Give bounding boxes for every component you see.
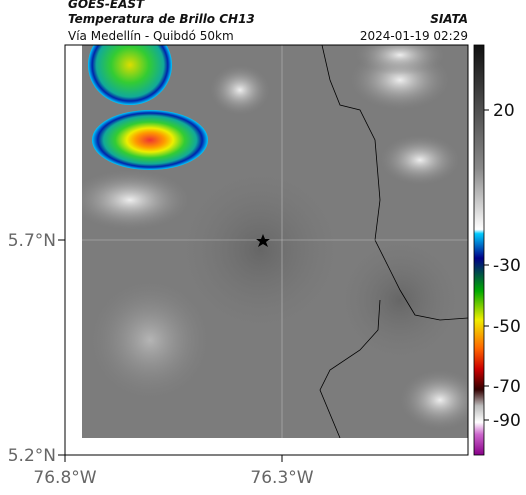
agency-label: SIATA: [430, 12, 468, 26]
map-frame: [64, 44, 469, 456]
colorbar: [473, 44, 485, 456]
product-title: Temperatura de Brillo CH13: [68, 12, 255, 26]
lon-label: 76.3°W: [250, 468, 313, 488]
colorbar-ticks: 20 -30 -50 -70 -90: [484, 101, 521, 431]
datetime-label: 2024-01-19 02:29: [360, 29, 468, 43]
lon-label: 76.8°W: [33, 468, 96, 488]
satellite-image: [82, 45, 468, 438]
lat-label: 5.7°N: [8, 231, 56, 251]
colorbar-tick-label: 20: [493, 101, 515, 121]
colorbar-tick-label: -90: [493, 411, 521, 431]
colorbar-tick-label: -30: [493, 256, 521, 276]
lat-label: 5.2°N: [8, 446, 56, 466]
colorbar-tick-label: -70: [493, 377, 521, 397]
colorbar-tick-label: -50: [493, 317, 521, 337]
route-subtitle: Vía Medellín - Quibdó 50km: [68, 29, 234, 43]
satellite-title: GOES-EAST: [68, 0, 145, 11]
